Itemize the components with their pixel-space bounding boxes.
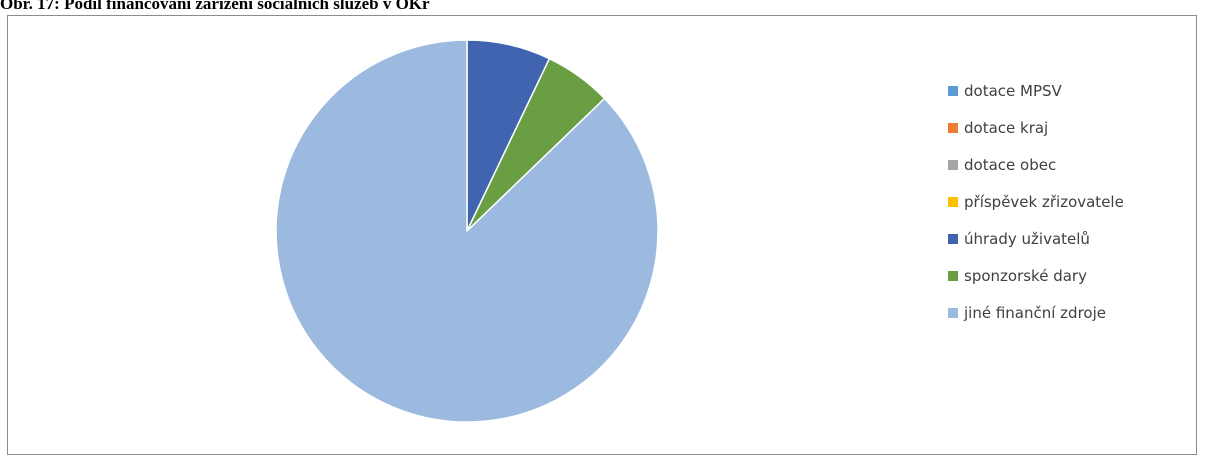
- legend-label: úhrady uživatelů: [964, 229, 1090, 248]
- legend-swatch: [948, 307, 958, 318]
- legend-item: dotace obec: [948, 146, 1124, 183]
- legend-swatch: [948, 85, 958, 96]
- legend-swatch: [948, 122, 958, 133]
- legend-swatch: [948, 233, 958, 244]
- legend-item: dotace kraj: [948, 109, 1124, 146]
- pie-slices: [275, 39, 659, 423]
- chart-area: dotace MPSV dotace kraj dotace obec příspěv…: [7, 15, 1197, 455]
- legend-swatch: [948, 270, 958, 281]
- legend-item: dotace MPSV: [948, 72, 1124, 109]
- chart-caption: Obr. 17: Podíl financování zařízení soci…: [0, 0, 430, 13]
- pie-slice-6: [275, 39, 659, 423]
- chart-legend: dotace MPSV dotace kraj dotace obec příspěv…: [948, 72, 1124, 331]
- legend-label: dotace kraj: [964, 118, 1049, 137]
- pie-chart: [275, 39, 659, 423]
- legend-label: jiné finanční zdroje: [964, 303, 1106, 322]
- legend-label: dotace MPSV: [964, 81, 1062, 100]
- legend-item: jiné finanční zdroje: [948, 294, 1124, 331]
- legend-swatch: [948, 159, 958, 170]
- legend-label: příspěvek zřizovatele: [964, 192, 1124, 211]
- legend-item: úhrady uživatelů: [948, 220, 1124, 257]
- legend-label: sponzorské dary: [964, 266, 1087, 285]
- legend-label: dotace obec: [964, 155, 1057, 174]
- legend-item: příspěvek zřizovatele: [948, 183, 1124, 220]
- legend-swatch: [948, 196, 958, 207]
- legend-item: sponzorské dary: [948, 257, 1124, 294]
